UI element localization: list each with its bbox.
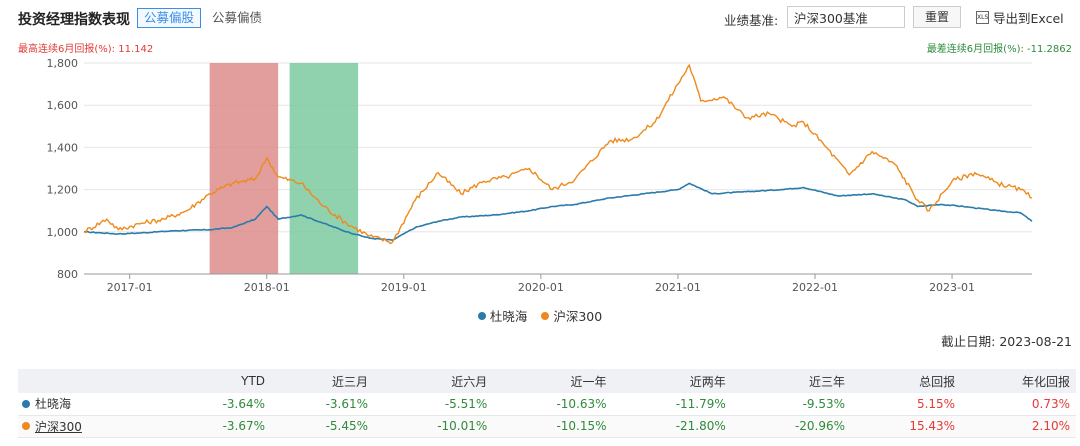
green-highlight-band [289,63,359,274]
row-name[interactable]: 沪深300 [35,419,82,434]
cutoff-date: 截止日期: 2023-08-21 [941,334,1072,349]
row-name-cell: 沪深300 [18,415,168,438]
x-tick-label: 2023-01 [929,281,975,294]
x-tick-label: 2021-01 [655,281,701,294]
y-tick-label: 1,000 [47,226,79,239]
col-1y: 近一年 [493,369,613,393]
table-cell: -9.53% [731,393,852,416]
x-tick-label: 2020-01 [518,281,564,294]
series-line-manager [83,182,1033,242]
y-tick-label: 1,600 [47,99,79,112]
benchmark-label: 业绩基准: [724,13,779,28]
table-header-row: YTD 近三月 近六月 近一年 近两年 近三年 总回报 年化回报 [18,369,1076,393]
reset-button[interactable]: 重置 [913,6,961,28]
col-6m: 近六月 [374,369,494,393]
col-total: 总回报 [851,369,962,393]
row-name-cell: 杜晓海 [18,393,168,416]
col-name [18,369,168,393]
table-cell: -5.45% [271,415,375,438]
col-ytd: YTD [168,369,272,393]
export-label: 导出到Excel [993,11,1064,26]
max-return-info: 最高连续6月回报(%): 11.142 [18,44,154,55]
legend-item-index[interactable]: 沪深300 [541,306,602,325]
col-annual: 年化回报 [961,369,1076,393]
table-row: 杜晓海 -3.64% -3.61% -5.51% -10.63% -11.79% -9.53… [18,393,1076,416]
page-title: 投资经理指数表现 [18,12,130,28]
table-cell: -3.67% [168,415,272,438]
table-cell: -10.63% [493,393,613,416]
table-cell: -10.15% [493,415,613,438]
row-dot [22,422,30,430]
benchmark-input[interactable] [787,6,905,28]
table-cell: -5.51% [374,393,494,416]
x-tick-label: 2018-01 [244,281,290,294]
excel-icon: XLS [976,11,989,24]
x-tick-label: 2022-01 [792,281,838,294]
table-cell: -3.61% [271,393,375,416]
series-line-index [83,63,1033,245]
table-cell: -21.80% [612,415,732,438]
legend-item-manager[interactable]: 杜晓海 [477,306,528,325]
header-bar: 投资经理指数表现 公募偏股 公募偏债 业绩基准: 重置 XLS 导出到Excel [0,0,1080,36]
table-cell: -11.79% [612,393,732,416]
y-tick-label: 1,400 [47,141,79,154]
row-name[interactable]: 杜晓海 [35,397,72,412]
performance-table: YTD 近三月 近六月 近一年 近两年 近三年 总回报 年化回报 杜晓海 -3.6… [18,369,1076,438]
red-highlight-band [209,63,279,274]
y-tick-label: 1,200 [47,184,79,197]
y-tick-label: 800 [57,268,78,281]
table-cell: -3.64% [168,393,272,416]
table-row: 沪深300 -3.67% -5.45% -10.01% -10.15% -21.80% -2… [18,415,1076,438]
min-return-info: 最差连续6月回报(%): -11.2862 [926,44,1072,55]
col-3y: 近三年 [731,369,852,393]
export-excel-button[interactable]: XLS 导出到Excel [976,8,1064,27]
y-tick-label: 1,800 [47,57,79,70]
row-dot [22,399,30,408]
legend-dot-index [541,311,550,320]
performance-chart: 800 1,000 1,200 1,400 1,600 1,800 2017-01 2018-… [47,57,1033,294]
col-3m: 近三月 [271,369,375,393]
tab-bond-funds[interactable]: 公募偏债 [212,10,263,25]
table-cell: 0.73% [961,393,1076,416]
x-tick-label: 2017-01 [107,281,153,294]
tab-equity-funds[interactable]: 公募偏股 [137,8,202,28]
table-cell: -20.96% [731,415,852,438]
table-cell: -10.01% [374,415,494,438]
col-2y: 近两年 [612,369,732,393]
legend-dot-manager [477,311,486,320]
legend-label-index: 沪深300 [553,309,603,324]
chart-legend: 杜晓海 沪深300 [0,306,1080,325]
legend-label-manager: 杜晓海 [489,309,528,324]
table-cell: 2.10% [961,415,1076,438]
x-tick-label: 2019-01 [381,281,427,294]
table-cell: 5.15% [851,393,962,416]
table-cell: 15.43% [851,415,962,438]
